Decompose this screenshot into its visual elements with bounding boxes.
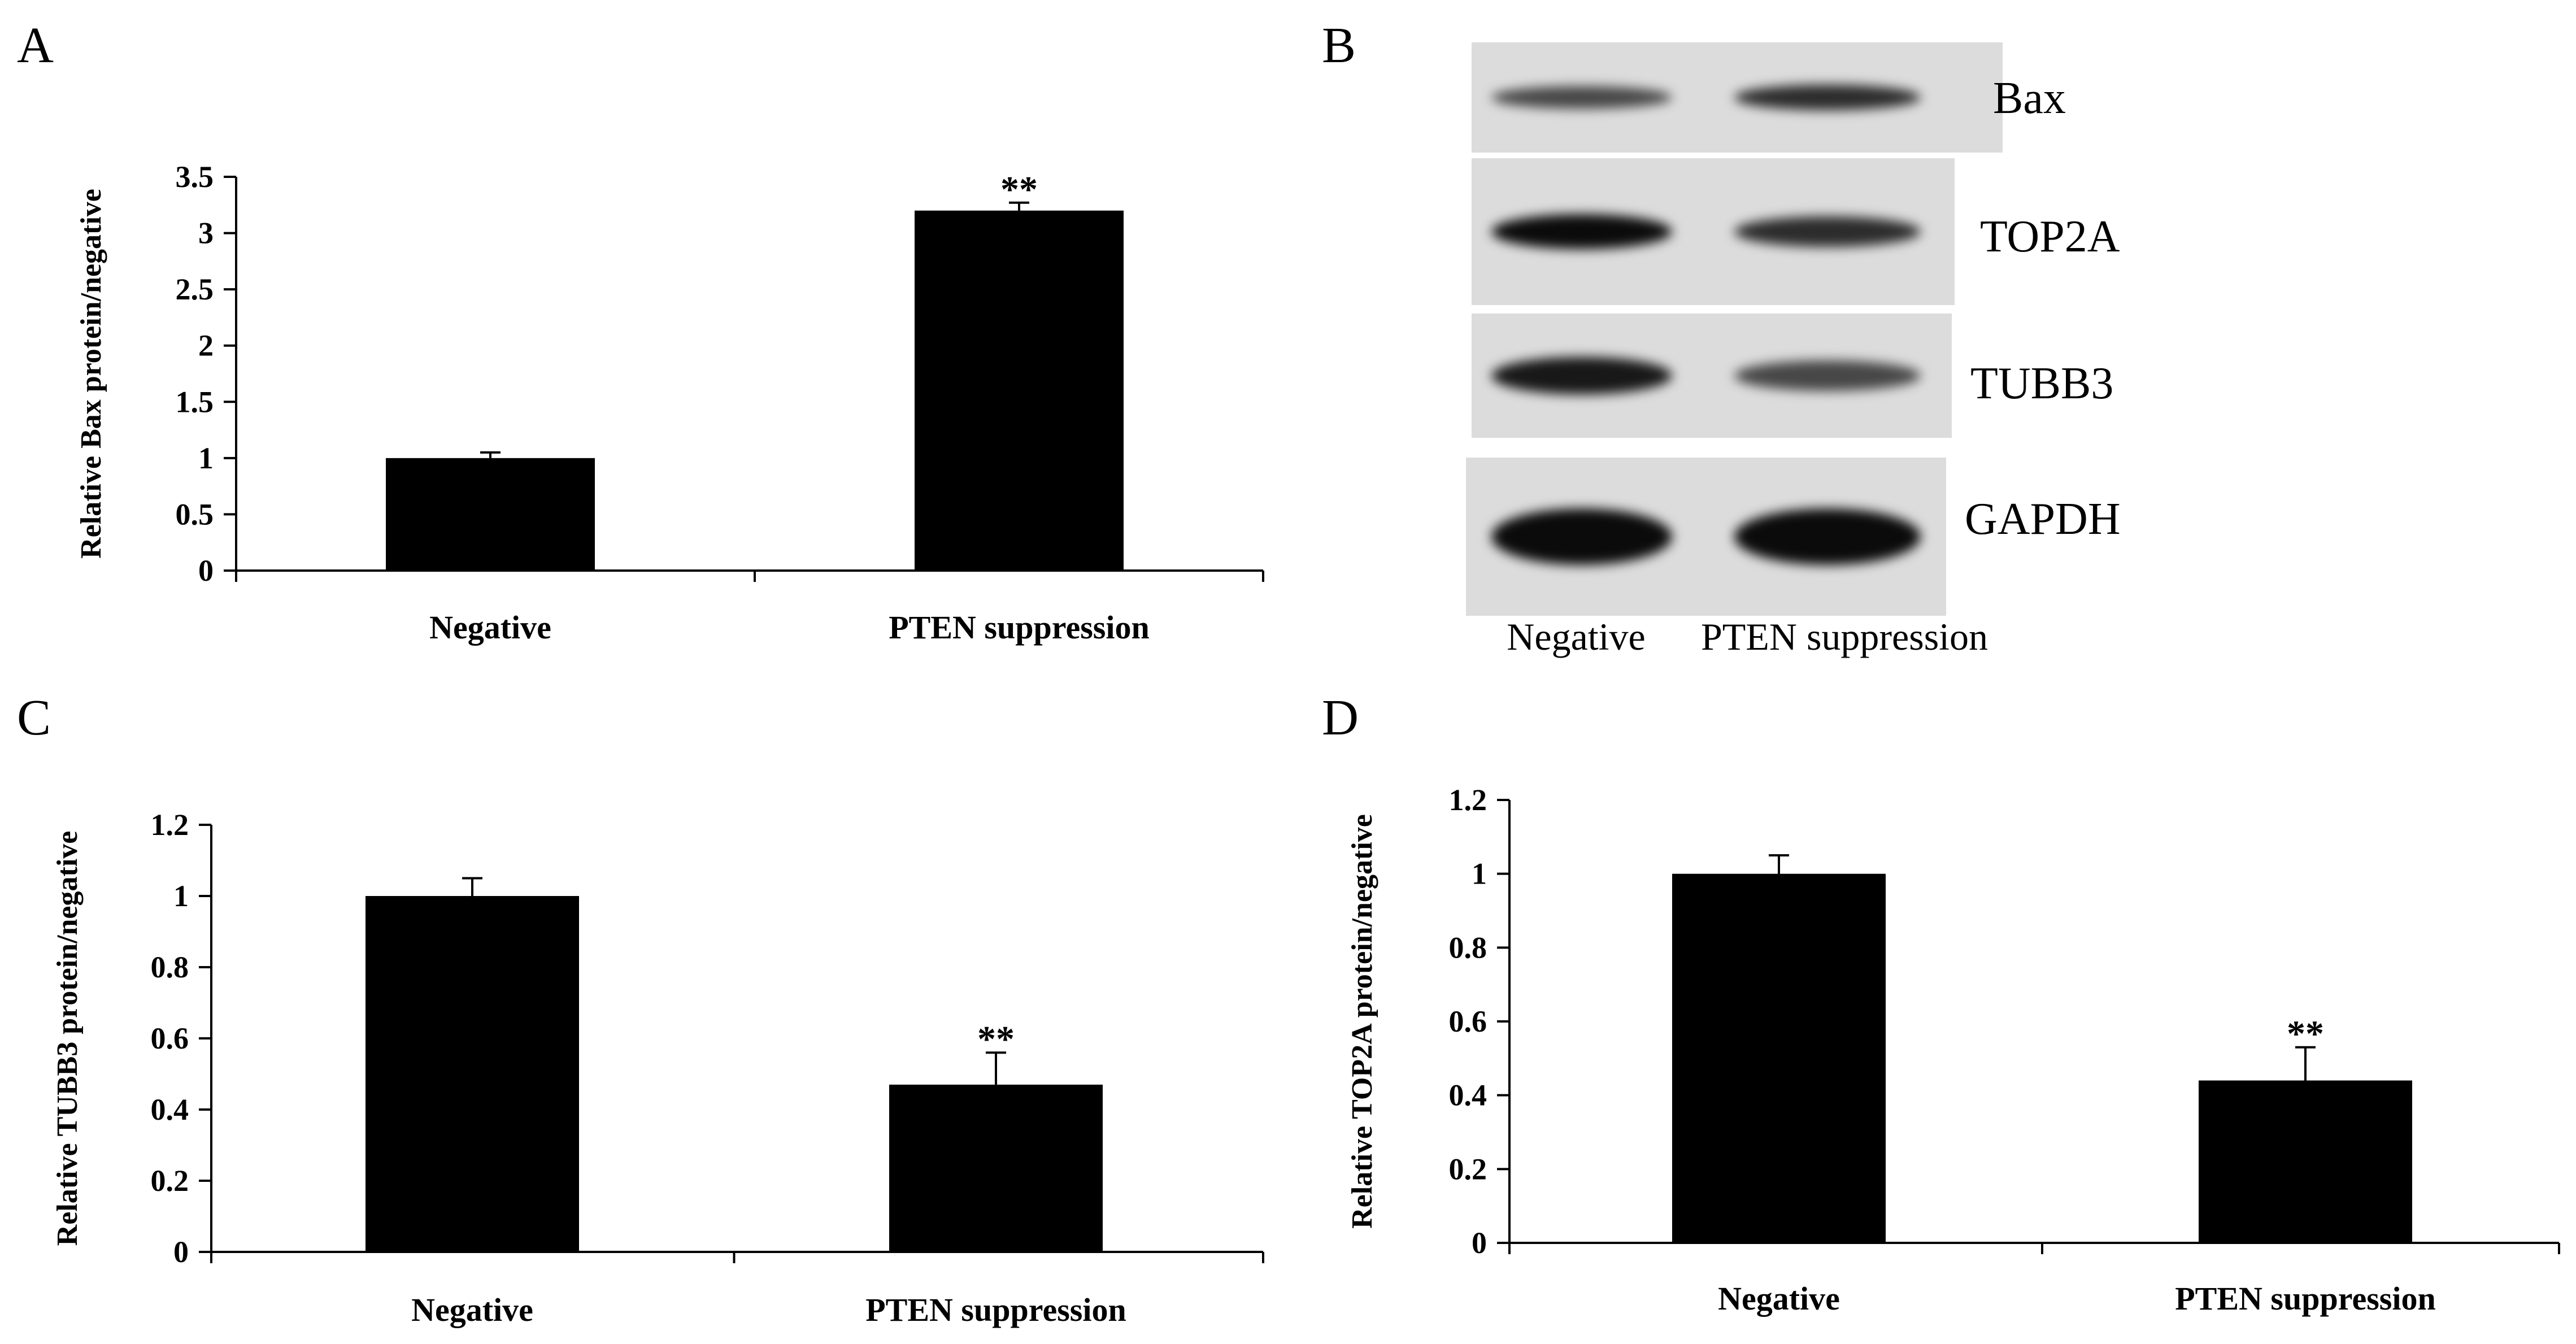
y-tick-label: 3.5 bbox=[176, 160, 214, 194]
y-tick-label: 0.6 bbox=[1449, 1004, 1487, 1038]
bar bbox=[2199, 1080, 2412, 1243]
panel-label-c: C bbox=[17, 690, 51, 746]
y-tick-label: 0.8 bbox=[151, 950, 189, 984]
y-tick-label: 0.2 bbox=[151, 1164, 189, 1198]
significance-marker: ** bbox=[1000, 169, 1038, 210]
x-category-label: PTEN suppression bbox=[2175, 1280, 2435, 1317]
y-tick-label: 0.6 bbox=[151, 1021, 189, 1055]
y-tick-label: 1 bbox=[1472, 857, 1487, 891]
chart-tubb3: 0 0.2 0.4 0.6 0.8 1 1.2 Negative ** PTEN suppress… bbox=[51, 808, 1264, 1328]
panel-label-a: A bbox=[17, 18, 54, 73]
y-tick-label: 2.5 bbox=[176, 272, 214, 306]
x-category-label: PTEN suppression bbox=[865, 1291, 1126, 1328]
significance-marker: ** bbox=[2287, 1014, 2324, 1055]
y-axis-label: Relative TUBB3 protein/negative bbox=[51, 831, 84, 1246]
bar bbox=[915, 210, 1124, 571]
chart-bax: 0 0.5 1 1.5 2 2.5 3 3.5 Negative ** PTEN suppressi… bbox=[75, 160, 1264, 646]
y-tick-label: 2 bbox=[198, 329, 214, 363]
blot-band bbox=[1734, 360, 1921, 392]
panel-label-d: D bbox=[1322, 690, 1359, 746]
y-tick-label: 0.2 bbox=[1449, 1152, 1487, 1186]
y-tick-label: 1.5 bbox=[176, 385, 214, 419]
y-tick-label: 0.4 bbox=[1449, 1078, 1487, 1112]
x-category-label: PTEN suppression bbox=[889, 609, 1149, 646]
y-tick-label: 0 bbox=[173, 1235, 189, 1269]
y-tick-label: 0.8 bbox=[1449, 930, 1487, 964]
y-tick-label: 3 bbox=[198, 216, 214, 250]
blot-protein-label: TUBB3 bbox=[1970, 359, 2113, 408]
x-category-label: Negative bbox=[411, 1291, 533, 1328]
x-category-label: Negative bbox=[429, 609, 551, 646]
blot-band bbox=[1491, 508, 1672, 565]
y-tick-label: 1.2 bbox=[1449, 783, 1487, 817]
bar bbox=[1672, 873, 1886, 1243]
y-tick-label: 1 bbox=[173, 879, 189, 913]
blot-protein-label: Bax bbox=[1993, 73, 2066, 123]
bar bbox=[889, 1084, 1103, 1252]
significance-marker: ** bbox=[977, 1019, 1015, 1060]
western-blot: Bax TOP2A TUBB3 GAPDH Negative PTEN suppressi… bbox=[1466, 42, 2121, 658]
blot-band bbox=[1491, 214, 1672, 249]
blot-lane-label: Negative bbox=[1507, 615, 1645, 658]
y-axis-label: Relative Bax protein/negative bbox=[75, 189, 107, 559]
y-tick-label: 1.2 bbox=[151, 808, 189, 842]
blot-band bbox=[1491, 86, 1672, 109]
blot-band bbox=[1734, 216, 1921, 247]
chart-top2a: 0 0.2 0.4 0.6 0.8 1 1.2 Negative ** PTEN suppress… bbox=[1346, 783, 2560, 1317]
y-axis-label: Relative TOP2A protein/negative bbox=[1346, 814, 1378, 1229]
blot-protein-label: GAPDH bbox=[1965, 494, 2121, 544]
x-category-label: Negative bbox=[1718, 1280, 1840, 1317]
y-tick-label: 0.4 bbox=[151, 1093, 189, 1126]
blot-band bbox=[1734, 508, 1921, 565]
y-tick-label: 0 bbox=[1472, 1226, 1487, 1260]
blot-band bbox=[1491, 356, 1672, 395]
panel-label-b: B bbox=[1322, 18, 1356, 73]
y-tick-label: 1 bbox=[198, 441, 214, 475]
blot-lane-label: PTEN suppression bbox=[1701, 615, 1988, 658]
y-tick-label: 0.5 bbox=[176, 497, 214, 531]
y-tick-label: 0 bbox=[198, 554, 214, 588]
bar bbox=[386, 458, 595, 571]
blot-band bbox=[1734, 84, 1921, 111]
bar bbox=[365, 896, 579, 1252]
blot-protein-label: TOP2A bbox=[1980, 212, 2120, 262]
